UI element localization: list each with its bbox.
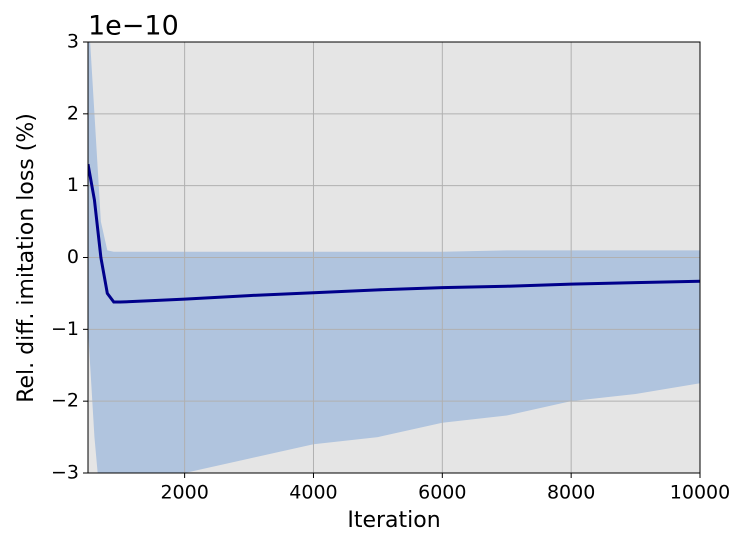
y-tick-label: 1 xyxy=(67,174,79,196)
y-tick-label: −2 xyxy=(51,390,79,412)
x-tick-label: 2000 xyxy=(160,482,208,504)
x-tick-label: 4000 xyxy=(289,482,337,504)
y-tick-label: 3 xyxy=(67,31,79,53)
mean-line xyxy=(88,163,700,304)
y-tick-label: 0 xyxy=(67,246,79,268)
x-tick-label: 8000 xyxy=(547,482,595,504)
x-tick-label: 6000 xyxy=(418,482,466,504)
y-tick-label: −3 xyxy=(51,462,79,484)
y-tick-label: 2 xyxy=(67,102,79,124)
plot-area xyxy=(88,42,700,473)
y-tick-label: −1 xyxy=(51,318,79,340)
y-offset-label: 1e−10 xyxy=(88,11,179,42)
x-tick-label: 10000 xyxy=(670,482,730,504)
x-axis-label: Iteration xyxy=(347,508,440,533)
y-axis-label: Rel. diff. imitation loss (%) xyxy=(14,113,39,403)
